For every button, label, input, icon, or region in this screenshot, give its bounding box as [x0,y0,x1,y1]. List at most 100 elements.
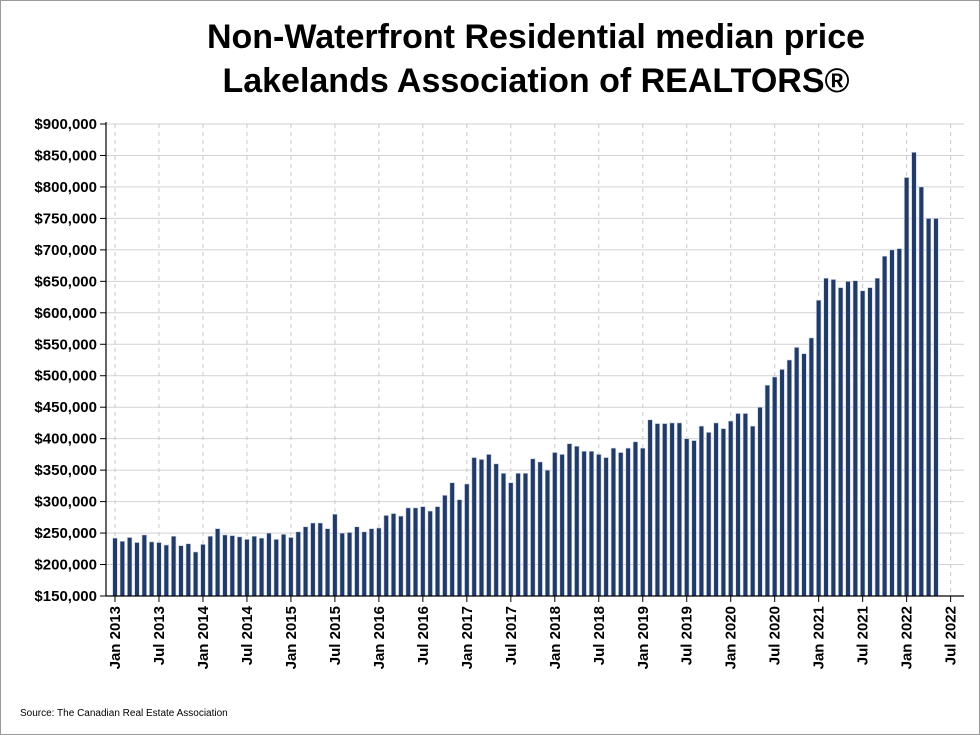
x-axis-ticks: Jan 2013 Jul 2013 Jan 2014 Jul 2014 Jan 2015… [107,596,960,669]
bar [383,515,389,597]
bar [149,541,155,597]
bar [222,534,228,597]
bar [933,218,939,597]
bar [889,249,895,597]
bar [486,454,492,597]
y-tick-label: $250,000 [34,525,97,542]
bar [317,522,323,597]
bar [515,472,521,597]
bar [493,463,499,597]
bar [302,526,309,597]
x-tick-label: Jul 2013 [151,606,168,665]
bar [794,347,800,597]
bar [845,281,851,597]
x-tick-label: Jan 2021 [811,606,828,669]
bar [706,432,712,597]
bar [735,413,741,597]
bar [603,457,609,597]
x-tick-label: Jul 2019 [679,606,696,665]
bar [178,545,184,597]
bar [420,506,426,597]
bar [354,526,360,597]
bar [193,551,199,597]
bar [823,277,829,597]
bar [266,532,272,597]
bar [398,515,404,597]
bar [684,438,690,597]
bar [434,506,441,597]
y-tick-label: $550,000 [34,336,97,353]
bar [581,450,587,597]
bar [134,542,140,597]
bar [376,527,382,597]
x-tick-label: Jan 2013 [107,606,124,669]
bar [647,419,653,597]
x-tick-label: Jul 2017 [503,606,520,665]
bar [273,539,279,597]
bar [867,287,873,597]
bar [801,353,807,597]
bar [662,423,668,597]
bar [596,454,602,597]
bar [368,528,375,597]
bar [339,532,345,597]
bar [310,522,316,597]
chart-title: Non-Waterfront Residential median price [206,18,866,56]
bar [522,472,529,597]
bar [632,441,639,597]
bar [119,540,125,597]
bar [852,280,858,597]
y-tick-label: $450,000 [34,399,97,416]
y-tick-label: $500,000 [34,368,97,385]
y-tick-label: $900,000 [34,116,97,133]
bar [427,510,433,597]
y-tick-label: $350,000 [34,462,97,479]
bar [258,537,265,597]
y-tick-label: $300,000 [34,494,97,511]
x-tick-label: Jul 2018 [591,606,608,665]
bar [244,539,250,597]
bar [566,443,573,597]
bar [361,531,367,597]
bar [185,543,191,597]
x-tick-label: Jan 2015 [283,606,300,669]
x-tick-label: Jul 2021 [855,606,872,665]
bar [816,299,822,597]
x-tick-label: Jan 2022 [899,606,916,669]
bar [764,384,770,597]
y-tick-label: $700,000 [34,242,97,259]
bar [750,425,756,597]
bar [552,452,558,597]
y-tick-label: $650,000 [34,273,97,290]
bar [215,528,221,597]
bar [610,447,617,597]
y-tick-label: $600,000 [34,305,97,322]
bar [127,537,133,597]
bar [237,536,243,597]
bar [478,459,485,597]
bar [141,534,147,597]
bar [412,507,419,597]
y-axis-ticks: $150,000 $200,000 $250,000 $300,000 $350,000… [34,116,106,605]
y-tick-label: $800,000 [34,179,97,196]
x-tick-label: Jan 2016 [371,606,388,669]
bar [346,532,353,597]
bar-series [112,152,939,597]
bar [911,152,917,597]
bar [640,447,646,597]
bar [896,248,902,597]
bar [830,279,836,597]
bar [669,422,675,597]
bar [537,461,543,597]
bar [742,413,748,597]
bar [207,535,213,597]
bar [757,406,763,597]
x-tick-label: Jul 2014 [239,605,256,665]
bar [904,177,910,597]
bar [156,542,162,597]
y-tick-label: $150,000 [34,588,97,605]
axes [105,122,964,597]
bar [171,535,177,597]
x-tick-label: Jul 2015 [327,606,344,665]
